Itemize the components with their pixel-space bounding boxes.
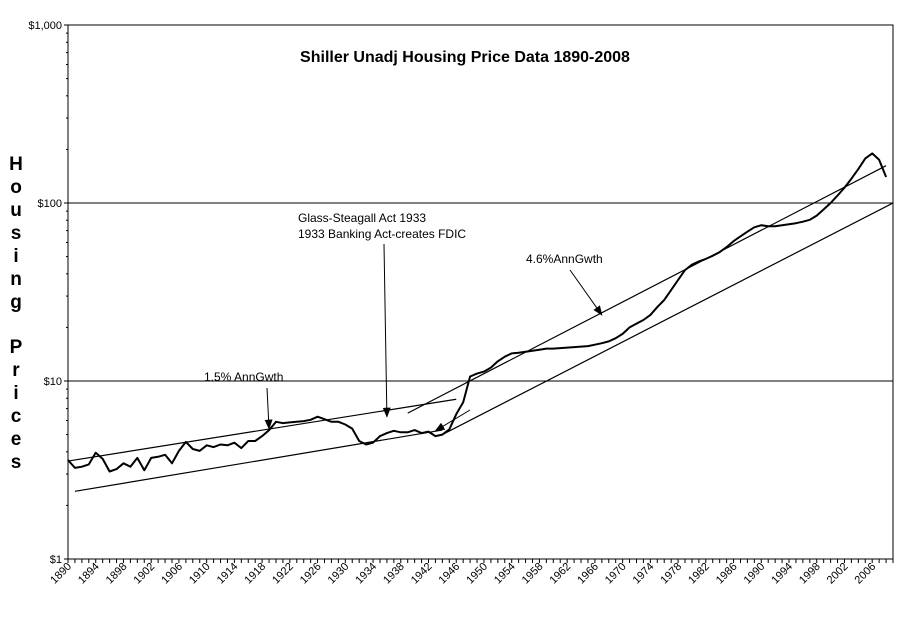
y-tick-label: $1 — [50, 554, 62, 566]
x-tick-label: 1906 — [159, 561, 185, 587]
x-tick-label: 1910 — [187, 561, 213, 587]
x-tick-label: 1990 — [742, 561, 768, 587]
x-tick-label: 2002 — [825, 561, 851, 587]
x-tick-label: 1986 — [714, 561, 740, 587]
y-axis-label-letter: g — [10, 292, 22, 313]
x-tick-label: 1922 — [270, 561, 296, 587]
annotation-arrow — [264, 387, 273, 430]
trend-lines — [67, 165, 894, 492]
y-axis-label-letter: i — [13, 383, 18, 404]
y-axis-label-letter: P — [10, 337, 23, 358]
y-tick-label: $100 — [38, 198, 62, 210]
trend-line — [442, 202, 894, 436]
y-axis-label-letter: n — [10, 269, 22, 290]
annotation-arrow — [569, 269, 603, 316]
y-axis-label-letter: o — [10, 177, 22, 198]
x-tick-label: 1954 — [492, 561, 518, 587]
y-axis-label-letter: i — [13, 246, 18, 267]
annotation-arrow — [382, 243, 391, 418]
x-tick-label: 1898 — [104, 561, 130, 587]
x-tick-label: 1902 — [132, 561, 158, 587]
y-axis-label-letter: s — [11, 223, 22, 244]
y-axis-label-letter: c — [11, 406, 22, 427]
y-axis-label-letter: H — [9, 154, 23, 175]
annotation-text: 1933 Banking Act-creates FDIC — [298, 227, 466, 241]
y-axis-label-letter: s — [11, 452, 22, 473]
price-series-line — [67, 152, 888, 473]
y-axis-label-letter: u — [10, 200, 22, 221]
y-axis-ticks: $1 $10 $100 $1,000 — [28, 20, 68, 566]
y-axis-label-letter: e — [11, 429, 22, 450]
x-tick-label: 1930 — [326, 561, 352, 587]
y-tick-label: $10 — [44, 376, 62, 388]
x-tick-label: 1918 — [242, 561, 268, 587]
x-tick-label: 2006 — [853, 561, 879, 587]
x-tick-label: 1934 — [353, 561, 379, 587]
x-tick-label: 1958 — [520, 561, 546, 587]
annotation-text: Glass-Steagall Act 1933 — [298, 211, 426, 225]
trend-line — [74, 429, 443, 492]
annotations: Glass-Steagall Act 1933 1933 Banking Act-… — [204, 211, 603, 432]
x-tick-label: 1914 — [215, 561, 241, 587]
x-tick-label: 1970 — [603, 561, 629, 587]
x-tick-label: 1994 — [769, 561, 795, 587]
x-tick-label: 1926 — [298, 561, 324, 587]
annotation-text: 4.6%AnnGwth — [526, 252, 603, 266]
annotation-text: 1.5% AnnGwth — [204, 370, 283, 384]
x-tick-label: 1938 — [381, 561, 407, 587]
x-tick-label: 1894 — [76, 561, 102, 587]
chart-title: Shiller Unadj Housing Price Data 1890-20… — [300, 49, 630, 66]
x-tick-label: 1962 — [547, 561, 573, 587]
trend-line — [67, 398, 457, 462]
x-tick-label: 1982 — [686, 561, 712, 587]
plot-area-frame — [67, 24, 894, 560]
x-axis-ticks: 1890 1894 1898 1902 1906 1910 1914 1918 1922 1926… — [48, 559, 894, 587]
x-tick-label: 1942 — [409, 561, 435, 587]
annotation-arrow — [434, 409, 471, 432]
trend-line — [407, 165, 887, 414]
y-axis-label-letter: r — [12, 360, 20, 381]
gridlines — [68, 202, 893, 382]
series-lines — [67, 152, 888, 473]
y-tick-label: $1,000 — [28, 20, 62, 32]
x-tick-label: 1946 — [437, 561, 463, 587]
x-tick-label: 1998 — [797, 561, 823, 587]
x-tick-label: 1974 — [631, 561, 657, 587]
x-tick-label: 1978 — [658, 561, 684, 587]
x-tick-label: 1950 — [464, 561, 490, 587]
x-tick-label: 1966 — [575, 561, 601, 587]
